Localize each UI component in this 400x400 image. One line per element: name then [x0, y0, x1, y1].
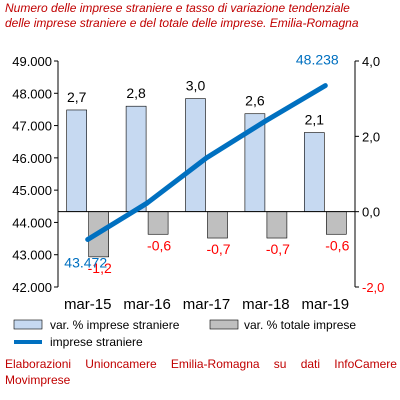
- source-note-word: InfoCamere: [334, 357, 397, 371]
- data-label-imprese-straniere: 2,7: [67, 89, 87, 105]
- legend-label-totale-imprese: var. % totale imprese: [244, 318, 356, 332]
- category-label: mar-16: [123, 296, 171, 313]
- data-label-imprese-straniere: 3,0: [186, 78, 206, 94]
- line-label-last: 48.238: [296, 52, 339, 68]
- data-label-imprese-straniere: 2,1: [305, 112, 325, 128]
- left-axis-tick-label: 42.000: [12, 280, 52, 295]
- data-label-totale-imprese: -0,7: [266, 241, 290, 257]
- left-axis-tick-label: 46.000: [12, 151, 52, 166]
- left-axis-tick-label: 47.000: [12, 119, 52, 134]
- source-note-word: Unioncamere: [85, 357, 157, 371]
- source-note: Elaborazioni Unioncamere Emilia-Romagna su d…: [5, 356, 397, 388]
- data-label-totale-imprese: -0,6: [147, 237, 171, 253]
- source-note-word: Emilia-Romagna: [170, 357, 260, 371]
- data-label-totale-imprese: -1,2: [88, 260, 112, 276]
- category-label: mar-17: [183, 296, 231, 313]
- source-note-line-1: Elaborazioni Unioncamere Emilia-Romagna su d…: [5, 356, 397, 372]
- bar-imprese-straniere: [125, 105, 147, 212]
- bar-totale-imprese: [325, 211, 347, 235]
- right-axis-tick-label: 4,0: [362, 54, 380, 69]
- bar-imprese-straniere: [66, 109, 87, 212]
- right-axis-tick-label: 2,0: [362, 129, 380, 144]
- category-label: mar-18: [242, 296, 290, 313]
- data-label-totale-imprese: -0,6: [325, 237, 349, 253]
- source-note-word: dati: [300, 357, 321, 371]
- source-note-word: Elaborazioni: [5, 357, 72, 371]
- chart-title-line-2: delle imprese straniere e del totale del…: [5, 16, 359, 30]
- chart-title-line-1: Numero delle imprese straniere e tasso d…: [5, 1, 350, 15]
- legend-label-line-imprese-straniere: imprese straniere: [50, 335, 143, 349]
- right-axis-tick-label: 0,0: [362, 205, 380, 220]
- left-axis-tick-label: 49.000: [12, 54, 52, 69]
- left-axis-tick-label: 43.000: [12, 248, 52, 263]
- left-axis-tick-label: 44.000: [12, 215, 52, 230]
- bar-imprese-straniere: [185, 98, 206, 212]
- left-axis-tick-label: 45.000: [12, 183, 52, 198]
- bar-imprese-straniere: [303, 132, 325, 212]
- legend-swatch-imprese-straniere: [13, 319, 43, 330]
- bar-totale-imprese: [266, 211, 288, 239]
- category-label: mar-19: [302, 296, 350, 313]
- left-axis-tick-label: 48.000: [12, 86, 52, 101]
- data-label-totale-imprese: -0,7: [206, 241, 230, 257]
- line-label-first: 43.472: [64, 254, 107, 270]
- chart-title: Numero delle imprese straniere e tasso d…: [5, 1, 397, 31]
- legend-swatch-totale-imprese: [209, 319, 239, 330]
- right-axis-tick-label: -2,0: [362, 280, 384, 295]
- source-note-line-2: Movimprese: [5, 373, 71, 387]
- bar-totale-imprese: [207, 211, 228, 239]
- legend-label-imprese-straniere: var. % imprese straniere: [50, 318, 180, 332]
- data-label-imprese-straniere: 2,6: [245, 93, 265, 109]
- bar-totale-imprese: [147, 211, 169, 235]
- source-note-word: su: [273, 357, 287, 371]
- line-imprese-straniere: [85, 83, 328, 242]
- data-label-imprese-straniere: 2,8: [126, 85, 146, 101]
- category-label: mar-15: [64, 296, 112, 313]
